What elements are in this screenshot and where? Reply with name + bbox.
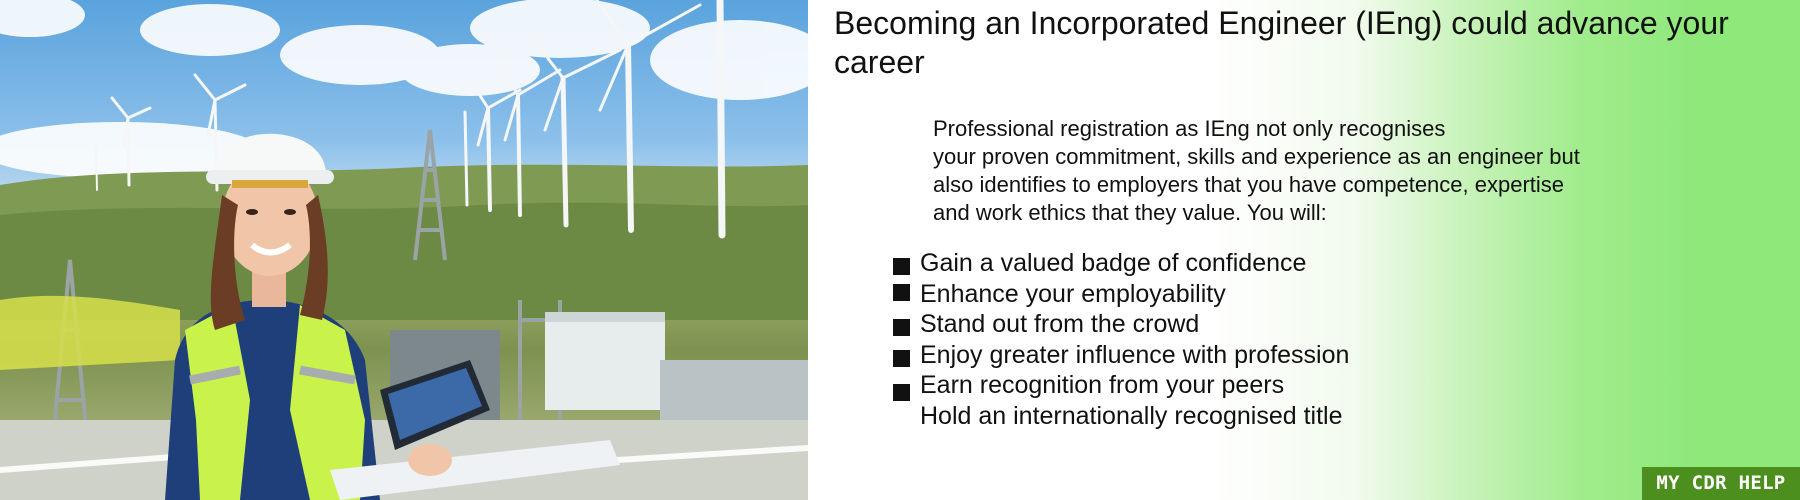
photo-illustration	[0, 0, 808, 500]
benefit-text: Enjoy greater influence with profession	[920, 340, 1350, 369]
engineer-wind-farm-photo	[0, 0, 808, 500]
benefit-item: Stand out from the crowd	[883, 309, 1349, 340]
square-bullet-icon	[893, 258, 910, 275]
benefit-text: Earn recognition from your peers	[920, 371, 1285, 400]
square-bullet-icon	[893, 283, 910, 301]
benefit-text: Stand out from the crowd	[920, 310, 1200, 339]
square-bullet-icon	[893, 319, 910, 337]
intro-line: Professional registration as IEng not on…	[933, 116, 1446, 141]
brand-logo: MY CDR HELP	[1642, 467, 1800, 500]
banner-title: Becoming an Incorporated Engineer (IEng)…	[834, 5, 1729, 80]
content-panel: Becoming an Incorporated Engineer (IEng)…	[808, 0, 1800, 500]
benefit-item: Enhance your employability	[883, 279, 1349, 310]
benefit-text: Enhance your employability	[920, 279, 1226, 308]
intro-line: your proven commitment, skills and exper…	[933, 144, 1580, 169]
benefit-text: Gain a valued badge of confidence	[920, 249, 1307, 277]
benefit-item: Hold an internationally recognised title	[883, 401, 1349, 432]
benefit-text: Hold an internationally recognised title	[920, 401, 1343, 430]
benefit-item: Gain a valued badge of confidence	[883, 248, 1349, 279]
benefit-item: Earn recognition from your peers	[883, 370, 1349, 402]
intro-line: also identifies to employers that you ha…	[933, 172, 1565, 197]
benefit-item: Enjoy greater influence with profession	[883, 340, 1349, 371]
intro-line: and work ethics that they value. You wil…	[933, 200, 1327, 225]
square-bullet-icon	[893, 349, 910, 367]
benefits-list: Gain a valued badge of confidence Enhanc…	[883, 248, 1349, 432]
intro-paragraph: Professional registration as IEng not on…	[933, 115, 1713, 227]
square-bullet-icon	[893, 384, 910, 402]
